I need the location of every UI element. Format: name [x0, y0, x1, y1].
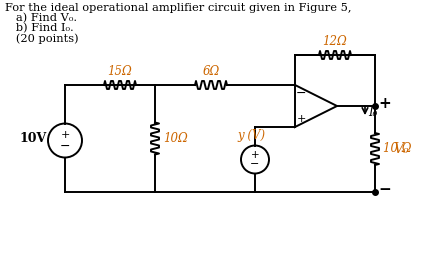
- Text: +: +: [379, 96, 391, 112]
- Text: −: −: [379, 183, 391, 198]
- Text: 10Ω: 10Ω: [163, 132, 188, 145]
- Text: I₀: I₀: [368, 107, 377, 120]
- Text: −: −: [60, 140, 70, 153]
- Text: −: −: [250, 159, 260, 170]
- Text: −: −: [296, 87, 306, 100]
- Text: (20 points): (20 points): [5, 33, 79, 44]
- Text: 12Ω: 12Ω: [323, 35, 347, 48]
- Text: +: +: [251, 150, 259, 159]
- Text: V₀: V₀: [393, 142, 408, 156]
- Text: y (V): y (V): [238, 128, 266, 141]
- Text: 15Ω: 15Ω: [108, 65, 132, 78]
- Text: +: +: [60, 129, 70, 140]
- Text: 6Ω: 6Ω: [202, 65, 220, 78]
- Text: 10V: 10V: [20, 132, 47, 145]
- Text: b) Find I₀.: b) Find I₀.: [5, 23, 74, 33]
- Text: +: +: [296, 114, 306, 124]
- Text: a) Find V₀.: a) Find V₀.: [5, 13, 77, 23]
- Text: 10 Ω: 10 Ω: [383, 142, 411, 155]
- Text: For the ideal operational amplifier circuit given in Figure 5,: For the ideal operational amplifier circ…: [5, 3, 351, 13]
